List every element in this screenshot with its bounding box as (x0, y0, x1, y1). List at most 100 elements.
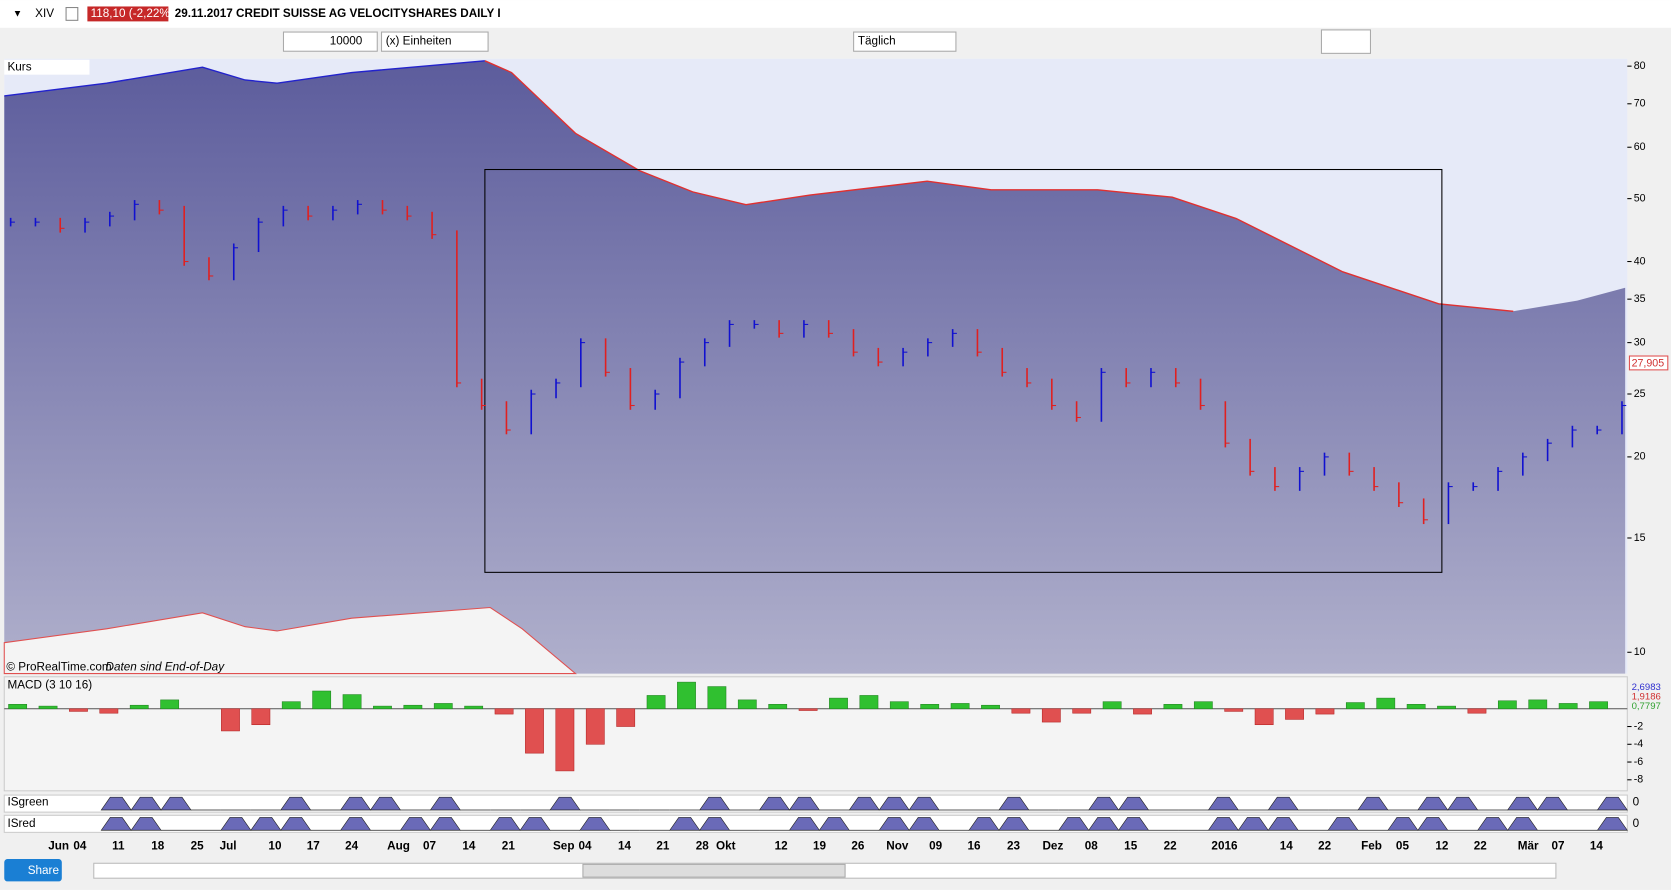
x-tick-label: 26 (851, 839, 865, 852)
description: 29.11.2017 CREDIT SUISSE AG VELOCITYSHAR… (175, 7, 501, 20)
x-tick-label: 05 (1396, 839, 1410, 852)
share-button[interactable] (4, 859, 62, 882)
x-tick-label: Feb (1361, 839, 1382, 852)
x-tick-label: 08 (1085, 839, 1099, 852)
histogram-bar (1376, 697, 1396, 710)
last-label: 2,6983 (1632, 682, 1661, 693)
histogram-bar (373, 705, 392, 710)
histogram-bar (281, 701, 301, 710)
units-select[interactable] (380, 31, 489, 52)
x-tick-label: 22 (1318, 839, 1332, 852)
signal (1058, 817, 1090, 831)
histogram-bar (312, 690, 332, 710)
share-label: Share (28, 864, 59, 877)
last-label: 0 (1633, 817, 1640, 830)
histogram-bar (433, 703, 453, 710)
signal (968, 817, 1000, 831)
signal (280, 796, 312, 811)
y-tick-label: 60 (1634, 141, 1646, 153)
histogram-bar (768, 704, 788, 710)
y-tick-label: 25 (1634, 388, 1646, 400)
signal (788, 796, 821, 811)
x-tick-label: 22 (1164, 839, 1178, 852)
panel-title: ISred (7, 817, 35, 830)
x-tick-label: 04 (579, 839, 593, 852)
signal (1477, 817, 1509, 831)
signal (1088, 796, 1120, 811)
signal (1447, 796, 1479, 811)
signal (549, 796, 581, 811)
histogram-bar (1041, 708, 1061, 723)
y-tick-label: 50 (1634, 192, 1646, 204)
signal (758, 796, 791, 811)
signal (340, 796, 372, 811)
signal (489, 817, 521, 831)
x-tick-label: 12 (775, 839, 789, 852)
signal (579, 817, 611, 831)
histogram-bar (1528, 699, 1548, 710)
signal (1596, 796, 1628, 811)
x-tick-label: 28 (696, 839, 710, 852)
histogram-bar (829, 697, 848, 710)
histogram-bar (221, 708, 240, 732)
signal (130, 817, 162, 831)
x-tick-label: Aug (387, 839, 410, 852)
signal (1387, 817, 1419, 831)
x-tick-label: 18 (151, 839, 165, 852)
histogram-bar (981, 704, 1000, 710)
signal (1357, 796, 1389, 811)
signal (699, 817, 731, 831)
last-box (1628, 355, 1669, 371)
signal (1118, 817, 1150, 831)
histogram-bar (1254, 708, 1274, 726)
histogram-bar (1133, 708, 1152, 715)
x-tick-label: 14 (462, 839, 476, 852)
x-tick-label: 19 (813, 839, 827, 852)
signal (369, 796, 402, 811)
scroll-thumb[interactable] (582, 863, 846, 878)
last-label: 0,7797 (1632, 701, 1661, 712)
panel-title: MACD (3 10 16) (7, 678, 92, 691)
y-tick-label: 30 (1634, 336, 1646, 348)
signal (250, 817, 282, 831)
histogram-bar (464, 705, 484, 710)
histogram-bar (403, 704, 423, 710)
chart-type-button[interactable] (1320, 29, 1372, 54)
x-tick-label: 23 (1007, 839, 1021, 852)
histogram-bar (555, 708, 575, 772)
histogram-bar (1285, 708, 1304, 720)
quantity-input[interactable] (282, 31, 378, 52)
quote: 118,10 (-2,22%) (91, 7, 174, 20)
signal (1536, 796, 1569, 811)
histogram-bar (1497, 700, 1517, 710)
y-tick-label: -4 (1634, 738, 1644, 750)
signal (1417, 817, 1449, 831)
x-tick-label: 2016 (1211, 839, 1238, 852)
signal (998, 796, 1030, 811)
signal (130, 796, 162, 811)
info-icon[interactable] (65, 7, 79, 21)
macd-panel (3, 676, 1628, 792)
histogram-bar (1589, 701, 1608, 710)
signal (669, 817, 701, 831)
last-label: 0 (1633, 796, 1640, 809)
x-tick-label: 16 (968, 839, 982, 852)
signal (1237, 817, 1269, 831)
y-tick-label: -6 (1634, 756, 1644, 768)
quantity: 10000 (330, 35, 363, 48)
x-tick-label: Jul (220, 839, 237, 852)
histogram-bar (1072, 708, 1092, 714)
period-select[interactable] (853, 31, 957, 52)
y-tick-label: 35 (1634, 293, 1646, 305)
signal (280, 817, 312, 831)
signal (998, 817, 1030, 831)
signal (340, 817, 372, 831)
period: Täglich (858, 35, 896, 48)
histogram-bar (1437, 705, 1456, 710)
signal (1327, 817, 1359, 831)
last-label: 27,905 (1632, 357, 1665, 369)
units: (x) Einheiten (386, 35, 452, 48)
histogram-bar (798, 708, 818, 711)
